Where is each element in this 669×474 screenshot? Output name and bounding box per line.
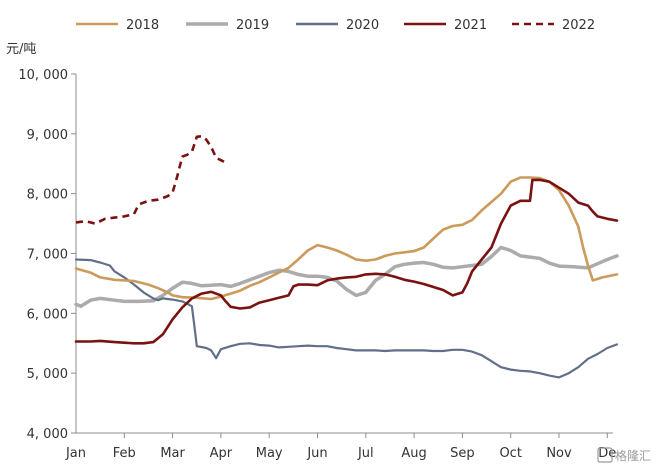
series-line-2021 — [74, 178, 619, 345]
series-line-2019 — [74, 245, 619, 308]
y-tick-label: 5, 000 — [27, 367, 68, 382]
watermark-logo-icon — [597, 447, 613, 463]
x-tick-label: May — [256, 446, 283, 461]
x-tick-label: Nov — [546, 446, 572, 461]
legend-label-2022: 2022 — [562, 18, 595, 33]
watermark-text: 格隆汇 — [615, 448, 651, 463]
x-tick-label: Sep — [450, 446, 475, 461]
legend: 2018 2019 2020 2021 2022 — [76, 18, 595, 33]
y-tick-label: 9, 000 — [27, 128, 68, 143]
y-tick-label: 6, 000 — [27, 307, 68, 322]
x-tick-label: Mar — [160, 446, 185, 461]
y-tick-label: 7, 000 — [27, 248, 68, 263]
y-tick-label: 10, 000 — [18, 68, 68, 83]
y-tick-label: 4, 000 — [27, 427, 68, 442]
x-tick-label: Oct — [499, 446, 521, 461]
legend-label-2018: 2018 — [126, 18, 159, 33]
y-axis-unit-label: 元/吨 — [6, 42, 36, 57]
legend-label-2021: 2021 — [454, 18, 487, 33]
series-line-2018 — [74, 176, 619, 301]
x-tick-label: Apr — [210, 446, 233, 461]
x-tick-label: Jun — [306, 446, 327, 461]
x-tick-label: Aug — [401, 446, 426, 461]
x-tick-label: Jan — [65, 446, 86, 461]
legend-label-2020: 2020 — [346, 18, 379, 33]
watermark: 格隆汇 — [597, 447, 651, 463]
legend-label-2019: 2019 — [236, 18, 269, 33]
x-tick-label: Feb — [113, 446, 136, 461]
axes: 4, 000 5, 000 6, 000 7, 000 8, 000 9, 000 10, … — [18, 68, 616, 461]
y-tick-label: 8, 000 — [27, 188, 68, 203]
series-lines — [74, 134, 619, 379]
series-line-2022 — [75, 134, 227, 225]
series-line-2020 — [74, 258, 619, 379]
x-tick-label: Jul — [357, 446, 374, 461]
